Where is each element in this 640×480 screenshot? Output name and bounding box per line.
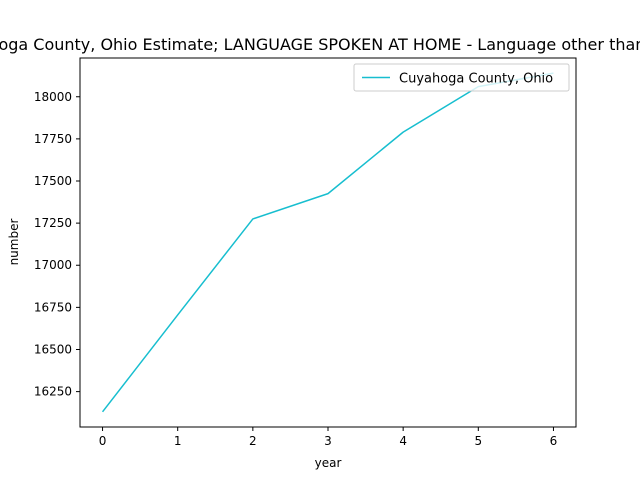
x-axis-label: year [315,456,342,470]
y-tick-label: 17250 [34,216,72,230]
x-tick-label: 5 [474,434,482,448]
legend-entry-label: Cuyahoga County, Ohio [399,72,553,87]
y-axis-label: number [7,219,21,266]
x-tick-label: 4 [399,434,407,448]
x-tick-label: 3 [324,434,332,448]
y-tick-label: 16500 [34,342,72,356]
x-tick-label: 6 [550,434,558,448]
y-tick-label: 16250 [34,385,72,399]
y-tick-label: 17500 [34,174,72,188]
legend-box [353,63,570,92]
y-tick-label: 17750 [34,132,72,146]
legend: Cuyahoga County, Ohio [353,63,570,92]
x-tick-label: 1 [174,434,182,448]
chart-title: Cuyahoga County, Ohio Estimate; LANGUAGE… [0,35,640,54]
x-tick-label: 0 [99,434,107,448]
y-tick-label: 16750 [34,300,72,314]
y-tick-label: 17000 [34,258,72,272]
y-tick-label: 18000 [34,90,72,104]
x-tick-label: 2 [249,434,257,448]
